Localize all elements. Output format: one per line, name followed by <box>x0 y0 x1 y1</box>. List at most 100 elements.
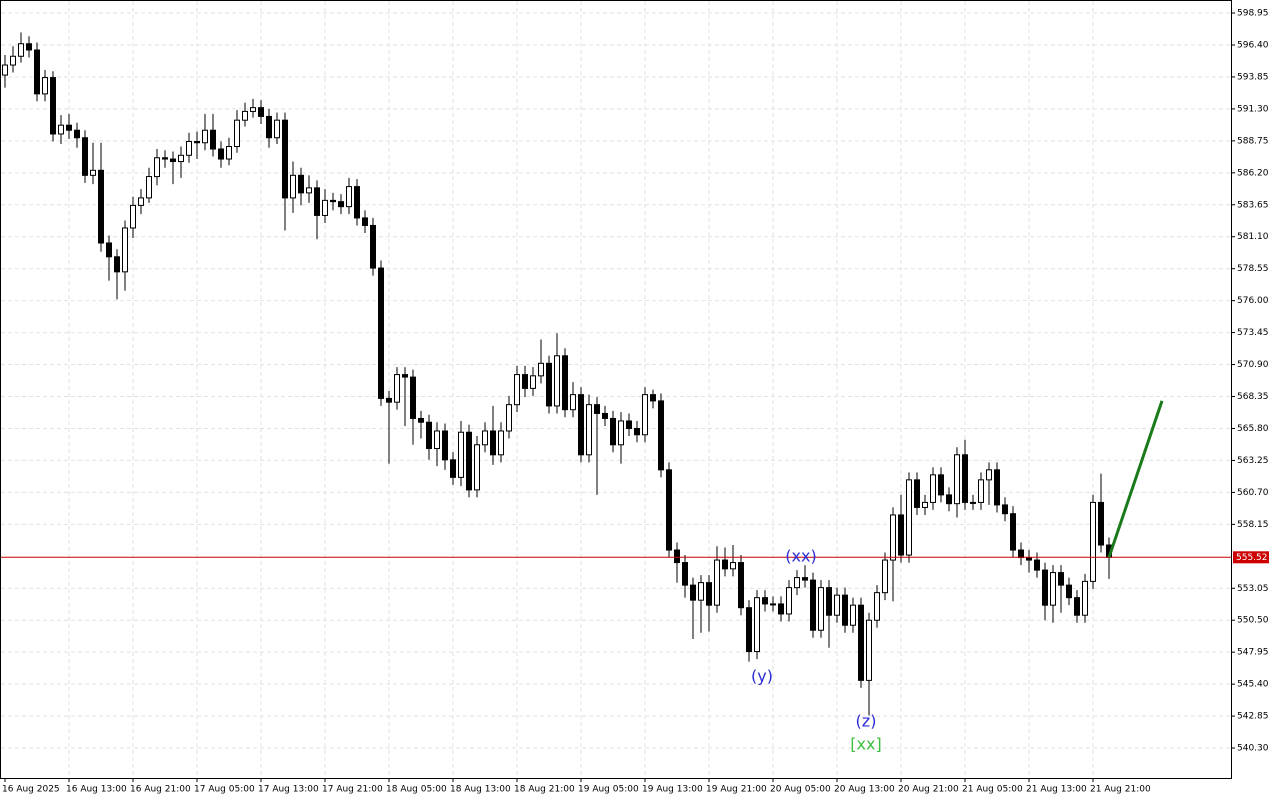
candle-body <box>914 479 920 508</box>
candle-body <box>762 597 768 605</box>
candle-body <box>18 43 24 57</box>
candle-body <box>330 199 336 203</box>
candle-body <box>938 474 944 496</box>
candle-body <box>90 169 96 176</box>
candle-body <box>930 474 936 503</box>
candle-body <box>458 431 464 478</box>
candle-body <box>138 197 144 206</box>
candle-body <box>98 169 104 244</box>
plot-frame <box>0 0 1232 779</box>
x-tick-label: 21 Aug 21:00 <box>1090 785 1151 795</box>
x-tick-label: 17 Aug 21:00 <box>322 785 383 795</box>
x-tick-label: 20 Aug 05:00 <box>770 785 831 795</box>
candle-body <box>370 224 376 269</box>
x-tick-label: 21 Aug 13:00 <box>1026 785 1087 795</box>
x-tick-label: 18 Aug 05:00 <box>386 785 447 795</box>
candle-body <box>362 217 368 226</box>
y-tick-label: 573.45 <box>1237 328 1269 338</box>
candle-body <box>602 412 608 419</box>
y-tick-label: 588.75 <box>1237 136 1269 146</box>
candle-body <box>194 140 200 144</box>
candle-body <box>850 604 856 626</box>
x-tick-label: 20 Aug 21:00 <box>898 785 959 795</box>
candle-body <box>866 619 872 681</box>
x-tick-label: 18 Aug 13:00 <box>450 785 511 795</box>
candle-body <box>442 430 448 461</box>
candle-body <box>810 579 816 631</box>
candle-body <box>970 501 976 504</box>
candle-body <box>538 362 544 377</box>
candle-body <box>978 479 984 503</box>
x-tick-label: 16 Aug 13:00 <box>66 785 127 795</box>
candle-body <box>818 587 824 631</box>
candles: (xx) (y) (z) [xx] <box>1 32 1231 754</box>
candle-body <box>898 514 904 556</box>
candle-body <box>890 514 896 561</box>
candle-body <box>1058 572 1064 586</box>
candle-body <box>10 55 16 66</box>
candle-body <box>186 140 192 156</box>
candle-body <box>1050 572 1056 606</box>
candle-body <box>234 119 240 148</box>
candle-body <box>210 129 216 150</box>
last-price-label: 555.52 <box>1236 553 1268 563</box>
y-tick-label: 540.30 <box>1237 744 1269 754</box>
candle-body <box>746 607 752 653</box>
candle-body <box>170 158 176 163</box>
candle-body <box>570 394 576 411</box>
wave-label: (y) <box>751 667 773 686</box>
candle-body <box>354 186 360 219</box>
last-price-box <box>1233 551 1269 564</box>
candle-body <box>986 469 992 481</box>
candle-body <box>954 454 960 505</box>
candle-body <box>306 187 312 194</box>
candle-body <box>698 582 704 601</box>
candle-body <box>634 427 640 436</box>
candle-body <box>530 375 536 389</box>
candle-body <box>474 444 480 491</box>
candle-body <box>754 597 760 653</box>
candle-body <box>82 137 88 176</box>
candle-body <box>586 404 592 456</box>
candle-body <box>346 186 352 208</box>
y-tick-label: 596.40 <box>1237 40 1269 50</box>
y-tick-label: 570.90 <box>1237 360 1269 370</box>
y-tick-label: 558.15 <box>1237 520 1269 530</box>
wave-label: (z) <box>856 712 877 731</box>
candle-body <box>1034 559 1040 571</box>
candle-body <box>1018 549 1024 559</box>
candle-body <box>778 603 784 615</box>
candle-body <box>874 592 880 621</box>
candle-body <box>490 430 496 456</box>
candle-body <box>610 417 616 446</box>
candle-body <box>386 397 392 403</box>
y-tick-label: 591.30 <box>1237 104 1269 114</box>
candle-body <box>258 107 264 117</box>
candle-body <box>290 174 296 199</box>
candle-body <box>106 242 112 258</box>
x-tick-label: 21 Aug 05:00 <box>962 785 1023 795</box>
wave-label: [xx] <box>850 735 881 754</box>
x-tick-label: 17 Aug 05:00 <box>194 785 255 795</box>
candle-body <box>922 501 928 508</box>
candle-body <box>42 77 48 95</box>
forecast-line <box>1107 400 1164 558</box>
candle-body <box>730 562 736 570</box>
candle-body <box>266 115 272 139</box>
candle-body <box>242 110 248 121</box>
candle-body <box>74 129 80 139</box>
candle-body <box>322 199 328 216</box>
candle-body <box>482 430 488 446</box>
candle-body <box>1082 580 1088 616</box>
candle-body <box>146 176 152 199</box>
candle-body <box>218 148 224 160</box>
y-tick-label: 563.25 <box>1237 456 1269 466</box>
y-tick-label: 581.10 <box>1237 232 1269 242</box>
candle-body <box>522 374 528 389</box>
candle-body <box>1074 597 1080 616</box>
candle-body <box>626 420 632 429</box>
candle-body <box>682 562 688 586</box>
candle-body <box>410 376 416 419</box>
candle-body <box>858 604 864 681</box>
